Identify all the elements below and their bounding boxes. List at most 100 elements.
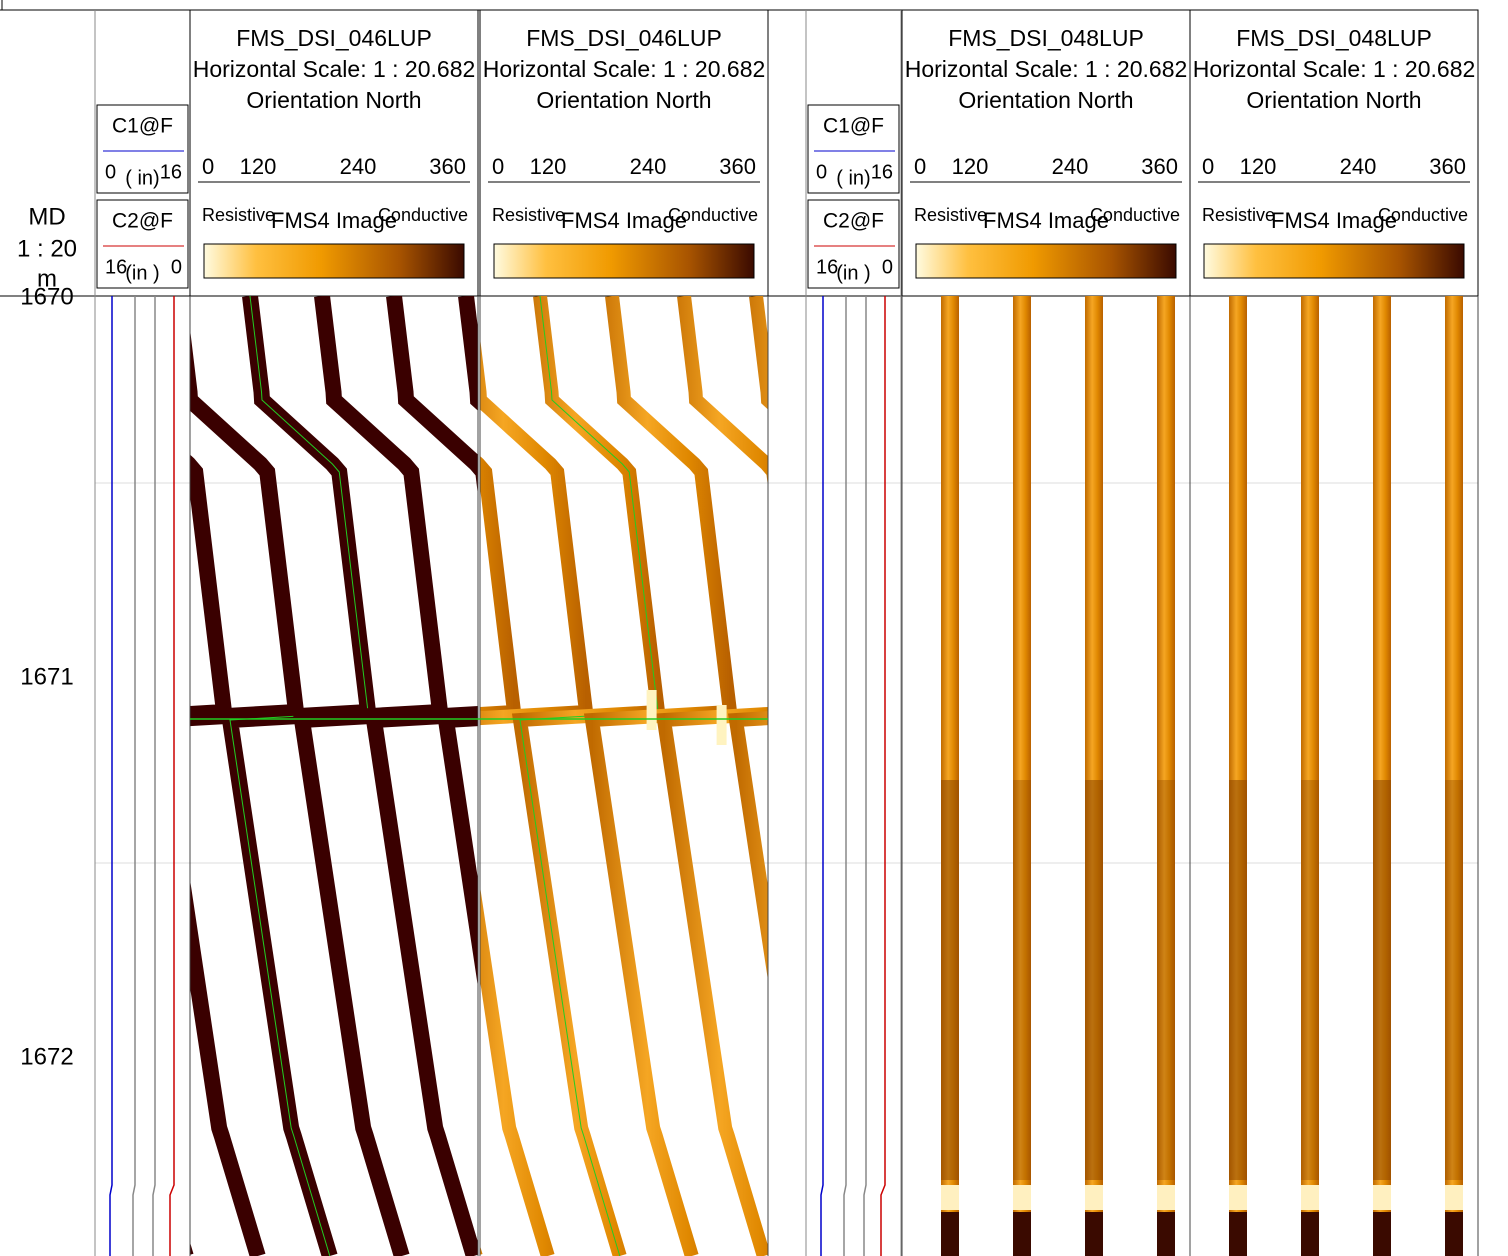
scale-tick: 0 xyxy=(1202,154,1214,179)
curve-min: 0 xyxy=(105,161,116,183)
image-band xyxy=(436,296,478,988)
caliper-curve xyxy=(843,296,847,1256)
image-band xyxy=(655,296,768,1256)
dark-bottom xyxy=(1373,1212,1391,1256)
track-scale: Horizontal Scale: 1 : 20.682 xyxy=(483,56,766,82)
image-band xyxy=(511,296,666,1256)
caliper-curve xyxy=(863,296,867,1256)
dark-bottom xyxy=(1301,1212,1319,1256)
bright-zone xyxy=(941,1185,959,1210)
depth-tick-label: 1672 xyxy=(20,1043,73,1070)
curve-max: 16 xyxy=(871,161,893,183)
bright-zone xyxy=(1013,1185,1031,1210)
track-header xyxy=(1189,9,1479,297)
curve-unit: (in ) xyxy=(125,262,159,284)
image-name: FMS4 Image xyxy=(1271,208,1397,233)
image-name: FMS4 Image xyxy=(561,208,687,233)
bright-spot xyxy=(787,720,797,760)
dark-zone xyxy=(1157,780,1175,1180)
curve-max: 0 xyxy=(882,256,893,278)
curve-max: 0 xyxy=(171,256,182,278)
scale-tick: 0 xyxy=(914,154,926,179)
track-title: FMS_DSI_046LUP xyxy=(526,25,722,51)
curve-name: C2@F xyxy=(823,210,884,233)
dark-zone xyxy=(941,780,959,1180)
resistive-label: Resistive xyxy=(492,205,565,225)
bright-zone xyxy=(1229,1185,1247,1210)
conductive-label: Conductive xyxy=(668,205,758,225)
scale-tick: 240 xyxy=(340,154,377,179)
dark-bottom xyxy=(1085,1212,1103,1256)
curve-min: 16 xyxy=(105,256,127,278)
image-band xyxy=(190,328,305,1256)
image-strip xyxy=(1013,296,1031,1256)
track-scale: Horizontal Scale: 1 : 20.682 xyxy=(1193,56,1476,82)
bright-zone xyxy=(1085,1185,1103,1210)
curve-unit: ( in) xyxy=(836,167,870,189)
color-bar xyxy=(1203,243,1465,279)
scale-tick: 120 xyxy=(240,154,277,179)
image-strip xyxy=(1445,296,1463,1256)
image-body xyxy=(941,296,1175,1256)
image-band xyxy=(480,337,594,1256)
curve-box xyxy=(96,104,189,194)
caliper-curve xyxy=(109,296,113,1256)
dark-zone xyxy=(1085,780,1103,1180)
depth-tick-label: 1670 xyxy=(20,283,73,310)
image-band xyxy=(727,296,768,981)
image-strip xyxy=(1157,296,1175,1256)
dark-zone xyxy=(1373,780,1391,1180)
curve-box xyxy=(807,104,900,194)
track-scale: Horizontal Scale: 1 : 20.682 xyxy=(905,56,1188,82)
depth-scale: 1 : 20 xyxy=(17,235,77,262)
image-body xyxy=(1229,296,1463,1256)
dark-bottom xyxy=(1445,1212,1463,1256)
dark-bottom xyxy=(1157,1212,1175,1256)
caliper-curve xyxy=(132,296,136,1256)
resistive-label: Resistive xyxy=(914,205,987,225)
curve-unit: ( in) xyxy=(125,167,159,189)
curve-min: 16 xyxy=(816,256,838,278)
scale-tick: 360 xyxy=(719,154,756,179)
color-bar xyxy=(203,243,465,279)
depth-unit: m xyxy=(37,265,57,292)
scale-tick: 120 xyxy=(1240,154,1277,179)
image-strip xyxy=(1301,296,1319,1256)
image-band xyxy=(364,296,478,1256)
dark-bottom xyxy=(941,1212,959,1256)
track-scale: Horizontal Scale: 1 : 20.682 xyxy=(193,56,476,82)
scale-tick: 0 xyxy=(202,154,214,179)
track-title: FMS_DSI_048LUP xyxy=(948,25,1144,51)
conductive-label: Conductive xyxy=(1378,205,1468,225)
conductive-label: Conductive xyxy=(378,205,468,225)
scale-tick: 120 xyxy=(952,154,989,179)
caliper-curve xyxy=(820,296,824,1256)
scale-tick: 360 xyxy=(1141,154,1178,179)
image-name: FMS4 Image xyxy=(983,208,1109,233)
curve-box xyxy=(807,199,900,289)
scale-tick: 240 xyxy=(1052,154,1089,179)
track-title: FMS_DSI_046LUP xyxy=(236,25,432,51)
dark-bottom xyxy=(1229,1212,1247,1256)
track-title: FMS_DSI_048LUP xyxy=(1236,25,1432,51)
image-band xyxy=(292,296,449,1256)
bright-zone xyxy=(1301,1185,1319,1210)
depth-label: MD xyxy=(28,203,65,230)
bright-zone xyxy=(1445,1185,1463,1210)
color-bar xyxy=(493,243,755,279)
dark-bottom xyxy=(1013,1212,1031,1256)
curve-name: C1@F xyxy=(112,115,173,138)
scale-tick: 120 xyxy=(530,154,567,179)
scale-tick: 240 xyxy=(1340,154,1377,179)
scale-tick: 240 xyxy=(630,154,667,179)
resistive-label: Resistive xyxy=(202,205,275,225)
curve-unit: (in ) xyxy=(836,262,870,284)
curve-name: C1@F xyxy=(823,115,884,138)
bright-spot xyxy=(646,690,657,730)
color-bar xyxy=(915,243,1177,279)
track-orientation: Orientation North xyxy=(246,87,421,113)
track-orientation: Orientation North xyxy=(958,87,1133,113)
curve-box xyxy=(96,199,189,289)
image-body xyxy=(190,296,478,1256)
